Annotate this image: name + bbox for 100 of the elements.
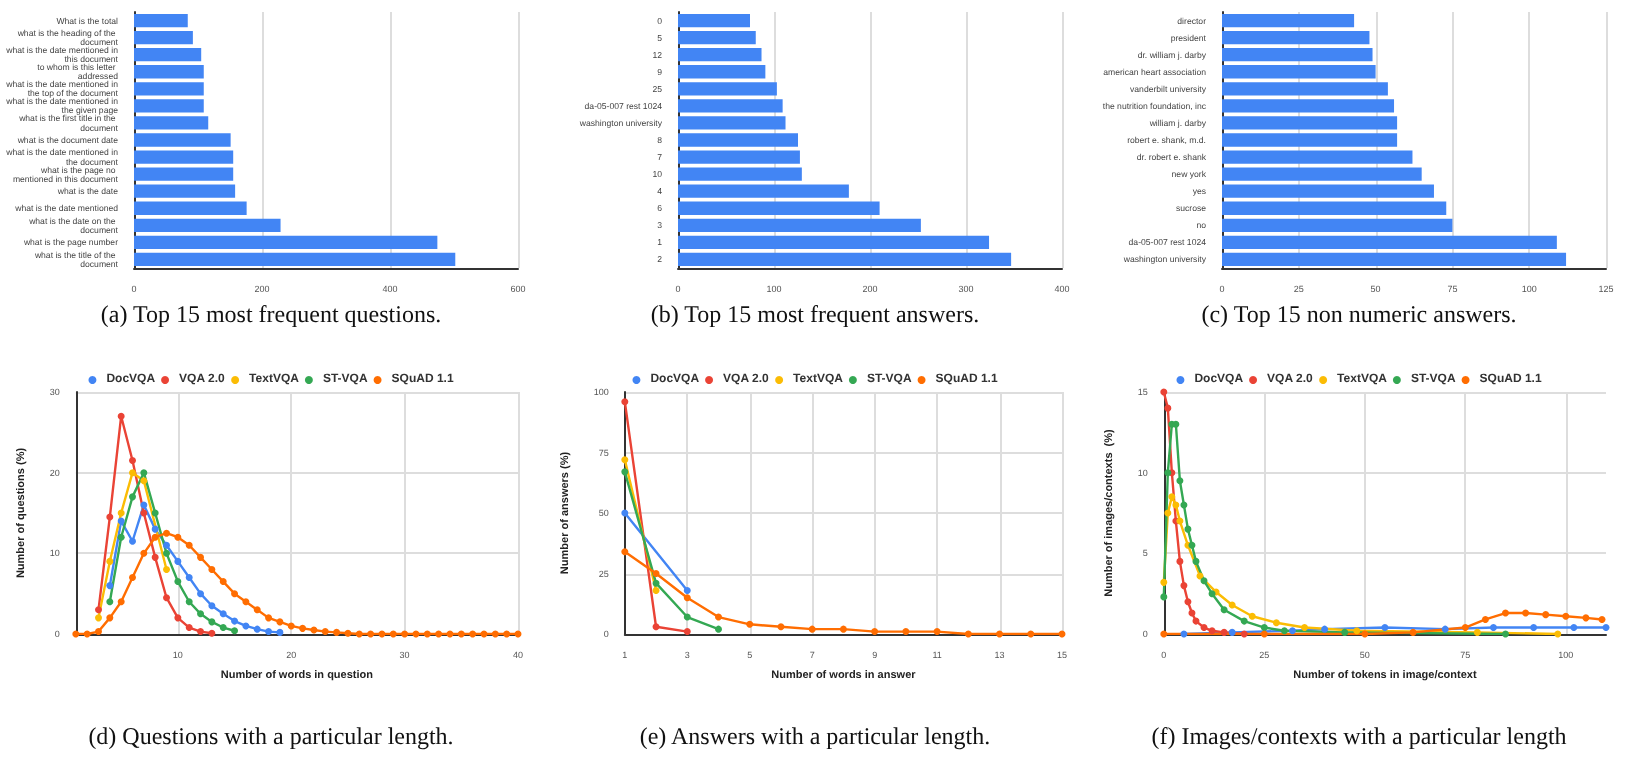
point bbox=[106, 598, 114, 606]
point bbox=[1172, 501, 1180, 509]
point bbox=[1228, 601, 1236, 609]
bar bbox=[678, 252, 1012, 267]
bar bbox=[678, 48, 762, 62]
point bbox=[129, 574, 136, 582]
point bbox=[219, 578, 227, 586]
text: (e) Answers with a particular length. bbox=[639, 722, 991, 750]
point bbox=[902, 628, 910, 636]
point bbox=[1341, 628, 1349, 636]
bar bbox=[1222, 201, 1447, 215]
text: (d) Questions with a particular length. bbox=[88, 722, 454, 750]
point bbox=[163, 565, 171, 573]
point bbox=[1361, 630, 1369, 638]
bar bbox=[134, 48, 202, 62]
point bbox=[140, 501, 148, 509]
point bbox=[839, 625, 847, 633]
point bbox=[1200, 624, 1208, 632]
bar bbox=[134, 252, 456, 267]
point bbox=[174, 533, 182, 541]
point bbox=[715, 625, 722, 633]
point bbox=[621, 456, 629, 464]
point bbox=[197, 628, 205, 636]
bar bbox=[134, 65, 204, 79]
point bbox=[933, 628, 941, 636]
point bbox=[1582, 614, 1590, 622]
point bbox=[344, 629, 352, 637]
bar bbox=[1222, 65, 1376, 79]
point bbox=[401, 630, 409, 638]
point bbox=[1220, 606, 1228, 614]
point bbox=[1489, 624, 1497, 632]
point bbox=[219, 610, 227, 618]
point bbox=[1441, 625, 1449, 633]
point bbox=[1353, 627, 1361, 635]
point bbox=[1554, 630, 1562, 638]
point bbox=[106, 513, 114, 521]
point bbox=[683, 613, 691, 621]
point bbox=[491, 630, 499, 638]
point bbox=[1248, 612, 1256, 620]
bar bbox=[134, 13, 188, 28]
point bbox=[1176, 557, 1184, 565]
point bbox=[715, 613, 722, 621]
point bbox=[621, 398, 629, 406]
text: (f) Images/contexts with a particular length bbox=[1151, 722, 1567, 750]
point bbox=[367, 630, 375, 638]
point bbox=[964, 630, 972, 638]
bar bbox=[134, 235, 438, 250]
point bbox=[1602, 624, 1610, 632]
point bbox=[208, 629, 216, 637]
point bbox=[174, 557, 182, 565]
point bbox=[652, 623, 660, 631]
point bbox=[1192, 557, 1200, 565]
point bbox=[242, 622, 250, 630]
point bbox=[72, 630, 80, 638]
point bbox=[140, 549, 148, 557]
point bbox=[621, 548, 629, 556]
point bbox=[140, 477, 148, 485]
point bbox=[151, 553, 159, 561]
point bbox=[106, 557, 114, 565]
point bbox=[996, 630, 1004, 638]
point bbox=[163, 541, 171, 549]
point bbox=[1240, 630, 1248, 638]
point bbox=[389, 630, 397, 638]
point bbox=[1409, 628, 1417, 636]
point bbox=[746, 620, 754, 628]
point bbox=[1570, 624, 1578, 632]
point bbox=[469, 630, 477, 638]
bar bbox=[678, 184, 849, 198]
point bbox=[321, 628, 329, 636]
point bbox=[117, 517, 125, 525]
point bbox=[163, 529, 171, 537]
bar bbox=[134, 30, 193, 45]
point bbox=[652, 579, 660, 587]
point bbox=[231, 590, 239, 598]
point bbox=[1381, 624, 1389, 632]
point bbox=[355, 630, 363, 638]
point bbox=[808, 625, 816, 633]
point bbox=[1530, 624, 1538, 632]
point bbox=[1461, 624, 1469, 632]
point bbox=[1208, 627, 1216, 635]
point bbox=[174, 614, 182, 622]
point bbox=[231, 627, 239, 635]
point bbox=[163, 549, 171, 557]
point bbox=[163, 594, 171, 602]
point bbox=[185, 624, 193, 632]
point bbox=[265, 628, 273, 636]
bar bbox=[134, 82, 204, 96]
point bbox=[129, 493, 136, 501]
bar bbox=[1222, 48, 1373, 62]
point bbox=[208, 618, 216, 626]
bar bbox=[1222, 82, 1388, 96]
bar bbox=[134, 218, 281, 232]
point bbox=[1184, 598, 1192, 606]
bar bbox=[678, 201, 880, 215]
point bbox=[683, 586, 691, 594]
point bbox=[197, 553, 205, 561]
point bbox=[94, 628, 102, 636]
point bbox=[106, 614, 114, 622]
point bbox=[276, 628, 284, 636]
point bbox=[299, 624, 307, 632]
